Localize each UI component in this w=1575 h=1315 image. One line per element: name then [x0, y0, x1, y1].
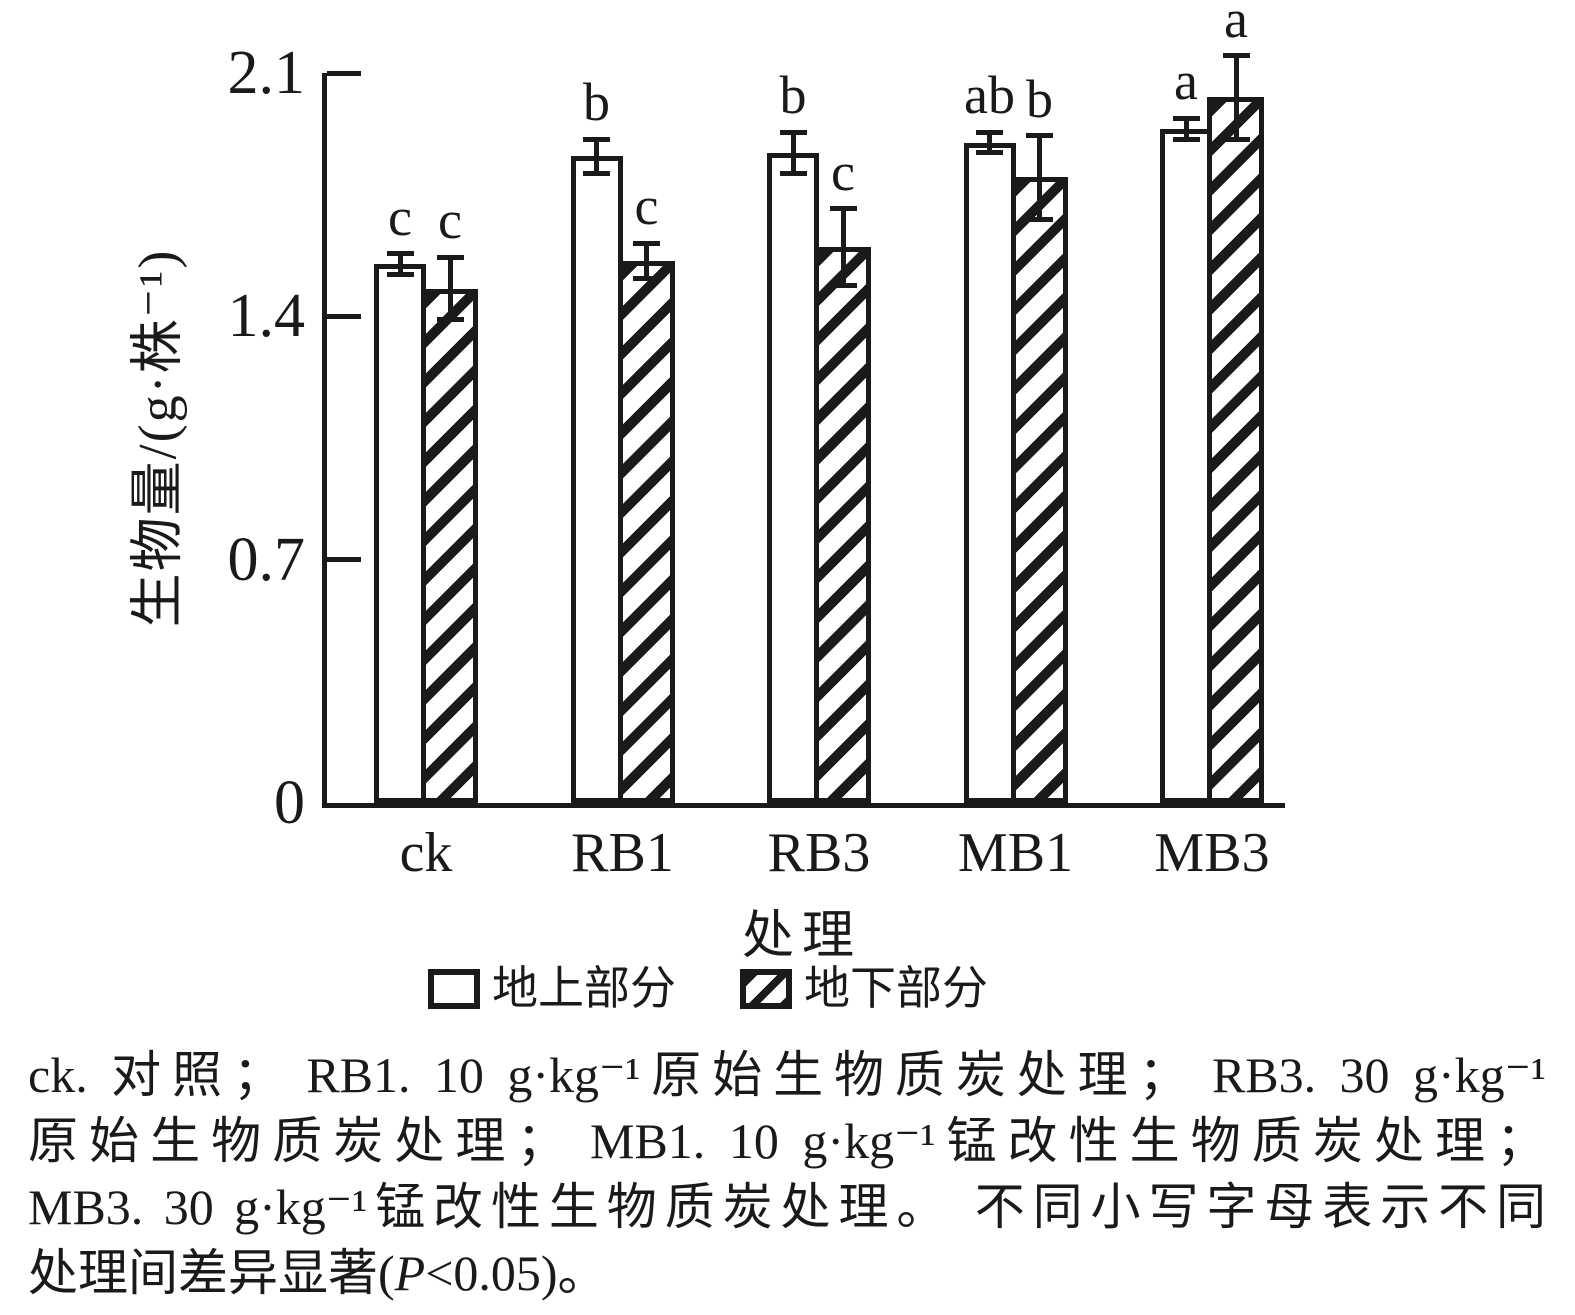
bar-aboveground-ck: [374, 264, 426, 803]
caption-p-italic: P: [394, 1245, 426, 1301]
y-tick-2.1: [327, 70, 361, 76]
error-cap-top-aboveground-MB3: [1172, 115, 1200, 121]
legend-label-aboveground: 地上部分: [492, 963, 676, 1014]
bar-belowground-MB1: [1010, 177, 1068, 803]
y-tick-label-2.1: 2.1: [227, 39, 306, 107]
error-bar-belowground-RB3: [840, 208, 846, 286]
y-tick-label-1.4: 1.4: [227, 282, 306, 351]
sig-letter-aboveground-ck: c: [388, 186, 412, 247]
error-cap-bottom-aboveground-MB3: [1172, 136, 1200, 142]
legend-swatch-aboveground: [428, 969, 480, 1009]
bar-belowground-RB1: [617, 260, 675, 803]
legend-swatch-belowground: [740, 969, 792, 1009]
error-cap-top-belowground-MB1: [1026, 133, 1053, 139]
y-axis-label: 生物量/(g·株⁻¹): [127, 248, 188, 628]
bar-aboveground-MB1: [963, 142, 1016, 803]
error-cap-top-belowground-RB1: [633, 240, 660, 246]
error-bar-belowground-MB1: [1037, 135, 1042, 219]
sig-letter-belowground-MB3: a: [1224, 0, 1248, 49]
sig-letter-aboveground-MB3: a: [1174, 51, 1198, 112]
error-cap-top-aboveground-ck: [386, 251, 414, 257]
sig-letter-aboveground-RB1: b: [583, 72, 610, 133]
bar-aboveground-RB1: [570, 156, 623, 803]
error-cap-bottom-belowground-RB3: [829, 282, 857, 288]
caption-line-2: 原始生物质炭处理； MB1. 10 g·kg⁻¹锰改性生物质炭处理；: [28, 1113, 1546, 1169]
sig-letter-belowground-MB1: b: [1026, 68, 1053, 129]
error-bar-aboveground-RB1: [594, 139, 599, 174]
caption-line-3: MB3. 30 g·kg⁻¹锰改性生物质炭处理。 不同小写字母表示不同: [28, 1179, 1546, 1235]
bar-belowground-ck: [421, 288, 478, 803]
y-tick-label-0: 0: [274, 769, 305, 837]
sig-letter-aboveground-MB1: ab: [964, 65, 1015, 126]
y-tick-0.7: [327, 557, 361, 563]
error-bar-belowground-RB1: [644, 243, 649, 279]
bar-belowground-RB3: [814, 246, 871, 803]
x-tick-label-ck: ck: [399, 822, 453, 884]
error-cap-bottom-aboveground-RB3: [779, 171, 807, 177]
legend-item-belowground: 地下部分: [740, 966, 988, 1012]
x-tick-label-MB1: MB1: [957, 822, 1074, 884]
sig-letter-belowground-RB3: c: [831, 141, 855, 202]
caption-line-4-text: 处理间差异显著(: [28, 1245, 395, 1301]
x-axis-label: 处理: [741, 908, 862, 965]
error-cap-bottom-belowground-RB1: [633, 275, 660, 281]
x-tick-label-MB3: MB3: [1154, 822, 1270, 884]
error-cap-top-belowground-ck: [436, 254, 464, 260]
error-bar-aboveground-RB3: [790, 132, 796, 174]
y-tick-label-0.7: 0.7: [227, 525, 306, 594]
error-cap-bottom-aboveground-MB1: [976, 150, 1003, 156]
caption-line-4: 处理间差异显著(P<0.05)。: [28, 1240, 1546, 1306]
error-cap-top-aboveground-RB3: [779, 129, 807, 135]
bar-aboveground-MB3: [1160, 128, 1212, 803]
caption-line-1: ck. 对照； RB1. 10 g·kg⁻¹原始生物质炭处理； RB3. 30 …: [28, 1047, 1546, 1103]
error-bar-belowground-MB3: [1233, 55, 1239, 140]
error-cap-bottom-belowground-MB1: [1026, 216, 1053, 222]
x-tick-label-RB3: RB3: [767, 822, 871, 884]
error-cap-bottom-aboveground-RB1: [583, 171, 610, 177]
error-cap-bottom-belowground-MB3: [1222, 136, 1250, 142]
error-cap-top-aboveground-RB1: [583, 136, 610, 142]
sig-letter-belowground-ck: c: [438, 190, 462, 251]
legend-label-belowground: 地下部分: [804, 963, 988, 1014]
sig-letter-belowground-RB1: c: [634, 176, 659, 237]
error-cap-bottom-belowground-ck: [436, 317, 464, 323]
error-cap-top-belowground-MB3: [1222, 53, 1250, 59]
bar-aboveground-RB3: [767, 152, 819, 803]
error-cap-top-belowground-RB3: [829, 206, 857, 212]
legend-item-aboveground: 地上部分: [428, 966, 676, 1012]
figure-caption: ck. 对照； RB1. 10 g·kg⁻¹原始生物质炭处理； RB3. 30 …: [28, 1042, 1546, 1306]
error-bar-belowground-ck: [447, 257, 453, 320]
bar-belowground-MB3: [1207, 97, 1264, 803]
error-cap-top-aboveground-MB1: [976, 129, 1003, 135]
x-tick-label-RB1: RB1: [571, 822, 674, 884]
caption-line-4-tail: <0.05)。: [425, 1245, 608, 1301]
plot-area: 0 0.7 1.4 2.1 ck c c RB1 b c RB3 b c MB1 ab b MB3 a a: [228, 0, 1285, 881]
sig-letter-aboveground-RB3: b: [779, 65, 807, 126]
error-cap-bottom-aboveground-ck: [386, 272, 414, 278]
error-bar-aboveground-MB1: [987, 132, 992, 153]
legend: 地上部分 地下部分: [428, 966, 988, 1012]
error-bar-aboveground-ck: [397, 253, 403, 275]
error-bar-aboveground-MB3: [1183, 118, 1189, 140]
y-tick-1.4: [327, 313, 361, 319]
biomass-bar-chart: 生物量/(g·株⁻¹) 0 0.7 1.4 2.1 ck c c RB1 b c RB3 b c MB1 a…: [127, 0, 1285, 1012]
